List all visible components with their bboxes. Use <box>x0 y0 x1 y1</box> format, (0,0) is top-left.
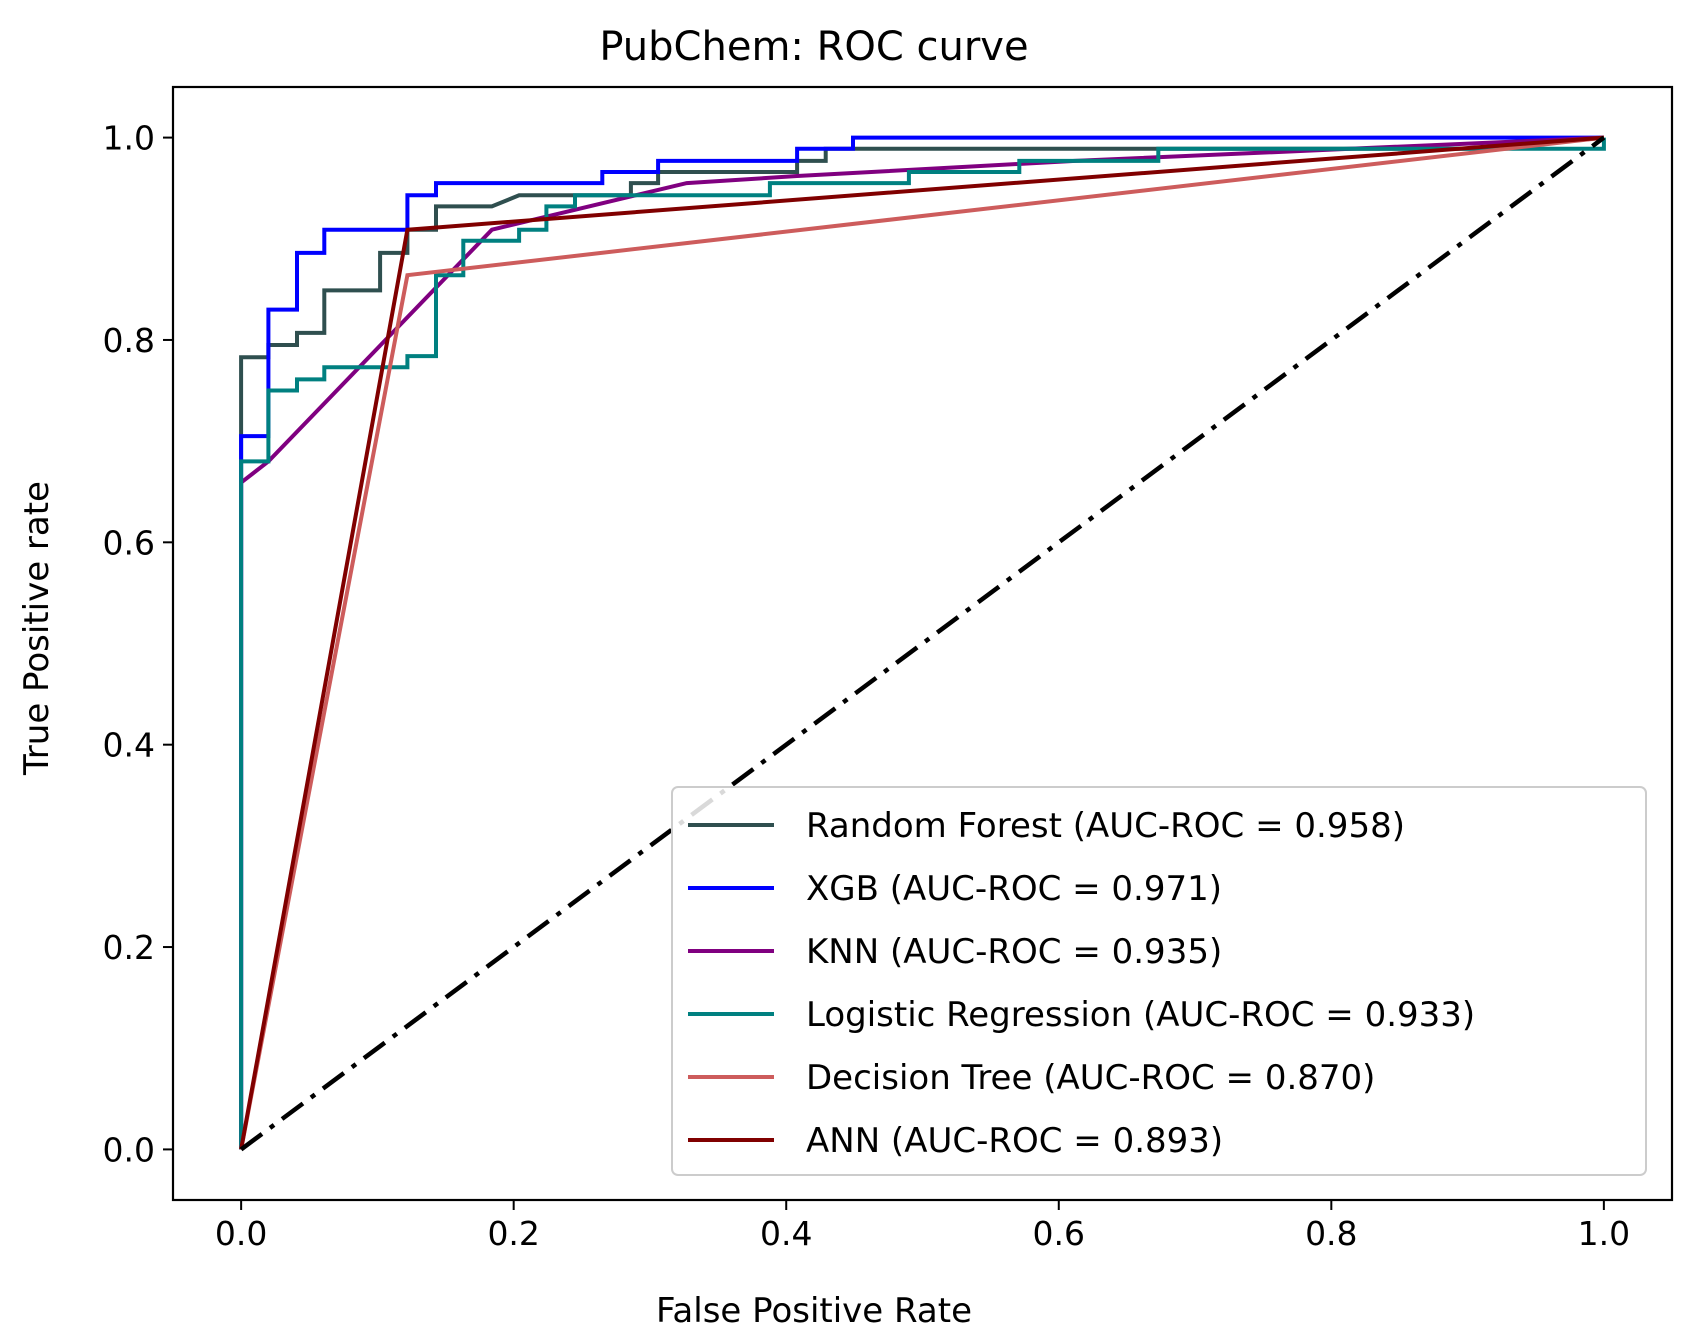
series-line-1 <box>239 135 1604 1150</box>
x-tick-label: 1.0 <box>1578 1214 1630 1253</box>
y-tick-label: 0.8 <box>103 321 155 360</box>
series-line-4 <box>239 135 1605 1150</box>
x-axis-ticks: 0.0 0.2 0.4 0.6 0.8 1.0 <box>215 1200 1630 1253</box>
y-tick-label: 0.2 <box>103 928 155 967</box>
y-tick-label: 1.0 <box>103 119 155 158</box>
x-tick-label: 0.6 <box>1033 1214 1085 1253</box>
legend-label: ANN (AUC-ROC = 0.893) <box>806 1121 1223 1161</box>
series-line-3 <box>239 137 1606 1150</box>
x-tick-label: 0.4 <box>760 1214 812 1253</box>
chart-title: PubChem: ROC curve <box>599 24 1028 70</box>
y-tick-label: 0.4 <box>103 726 155 765</box>
legend-label: Random Forest (AUC-ROC = 0.958) <box>806 806 1405 846</box>
legend-label: Decision Tree (AUC-ROC = 0.870) <box>806 1058 1375 1098</box>
x-tick-label: 0.0 <box>215 1214 267 1253</box>
y-axis-ticks: 0.0 0.2 0.4 0.6 0.8 1.0 <box>103 119 173 1169</box>
plot-lines <box>239 135 1606 1152</box>
legend: Random Forest (AUC-ROC = 0.958) XGB (AUC-… <box>671 786 1647 1176</box>
series-line-2 <box>239 135 1604 1150</box>
legend-box <box>671 786 1647 1176</box>
y-tick-label: 0.6 <box>103 523 155 562</box>
x-axis-label: False Positive Rate <box>656 1291 972 1331</box>
x-tick-label: 0.8 <box>1305 1214 1357 1253</box>
legend-label: XGB (AUC-ROC = 0.971) <box>806 869 1222 909</box>
plot-frame <box>171 85 1674 1202</box>
reference-diagonal-line <box>239 135 1606 1152</box>
legend-label: Logistic Regression (AUC-ROC = 0.933) <box>806 995 1475 1035</box>
y-axis-label: True Positive rate <box>17 481 57 776</box>
series-line-5 <box>239 135 1605 1150</box>
legend-label: KNN (AUC-ROC = 0.935) <box>806 932 1222 972</box>
x-tick-label: 0.2 <box>487 1214 539 1253</box>
y-tick-label: 0.0 <box>103 1130 155 1169</box>
